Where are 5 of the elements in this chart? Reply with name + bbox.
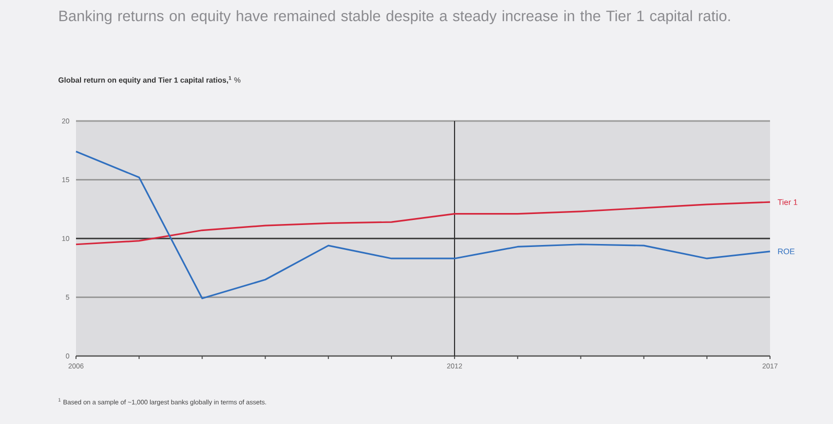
series-label: ROE (778, 248, 795, 254)
line-series (75, 201, 771, 246)
series-label: Tier 1 (778, 199, 798, 206)
chart-title: Banking returns on equity have remained stable despite a steady increase in the Tier 1 capital ratio. (59, 10, 730, 24)
line-series (75, 150, 771, 300)
